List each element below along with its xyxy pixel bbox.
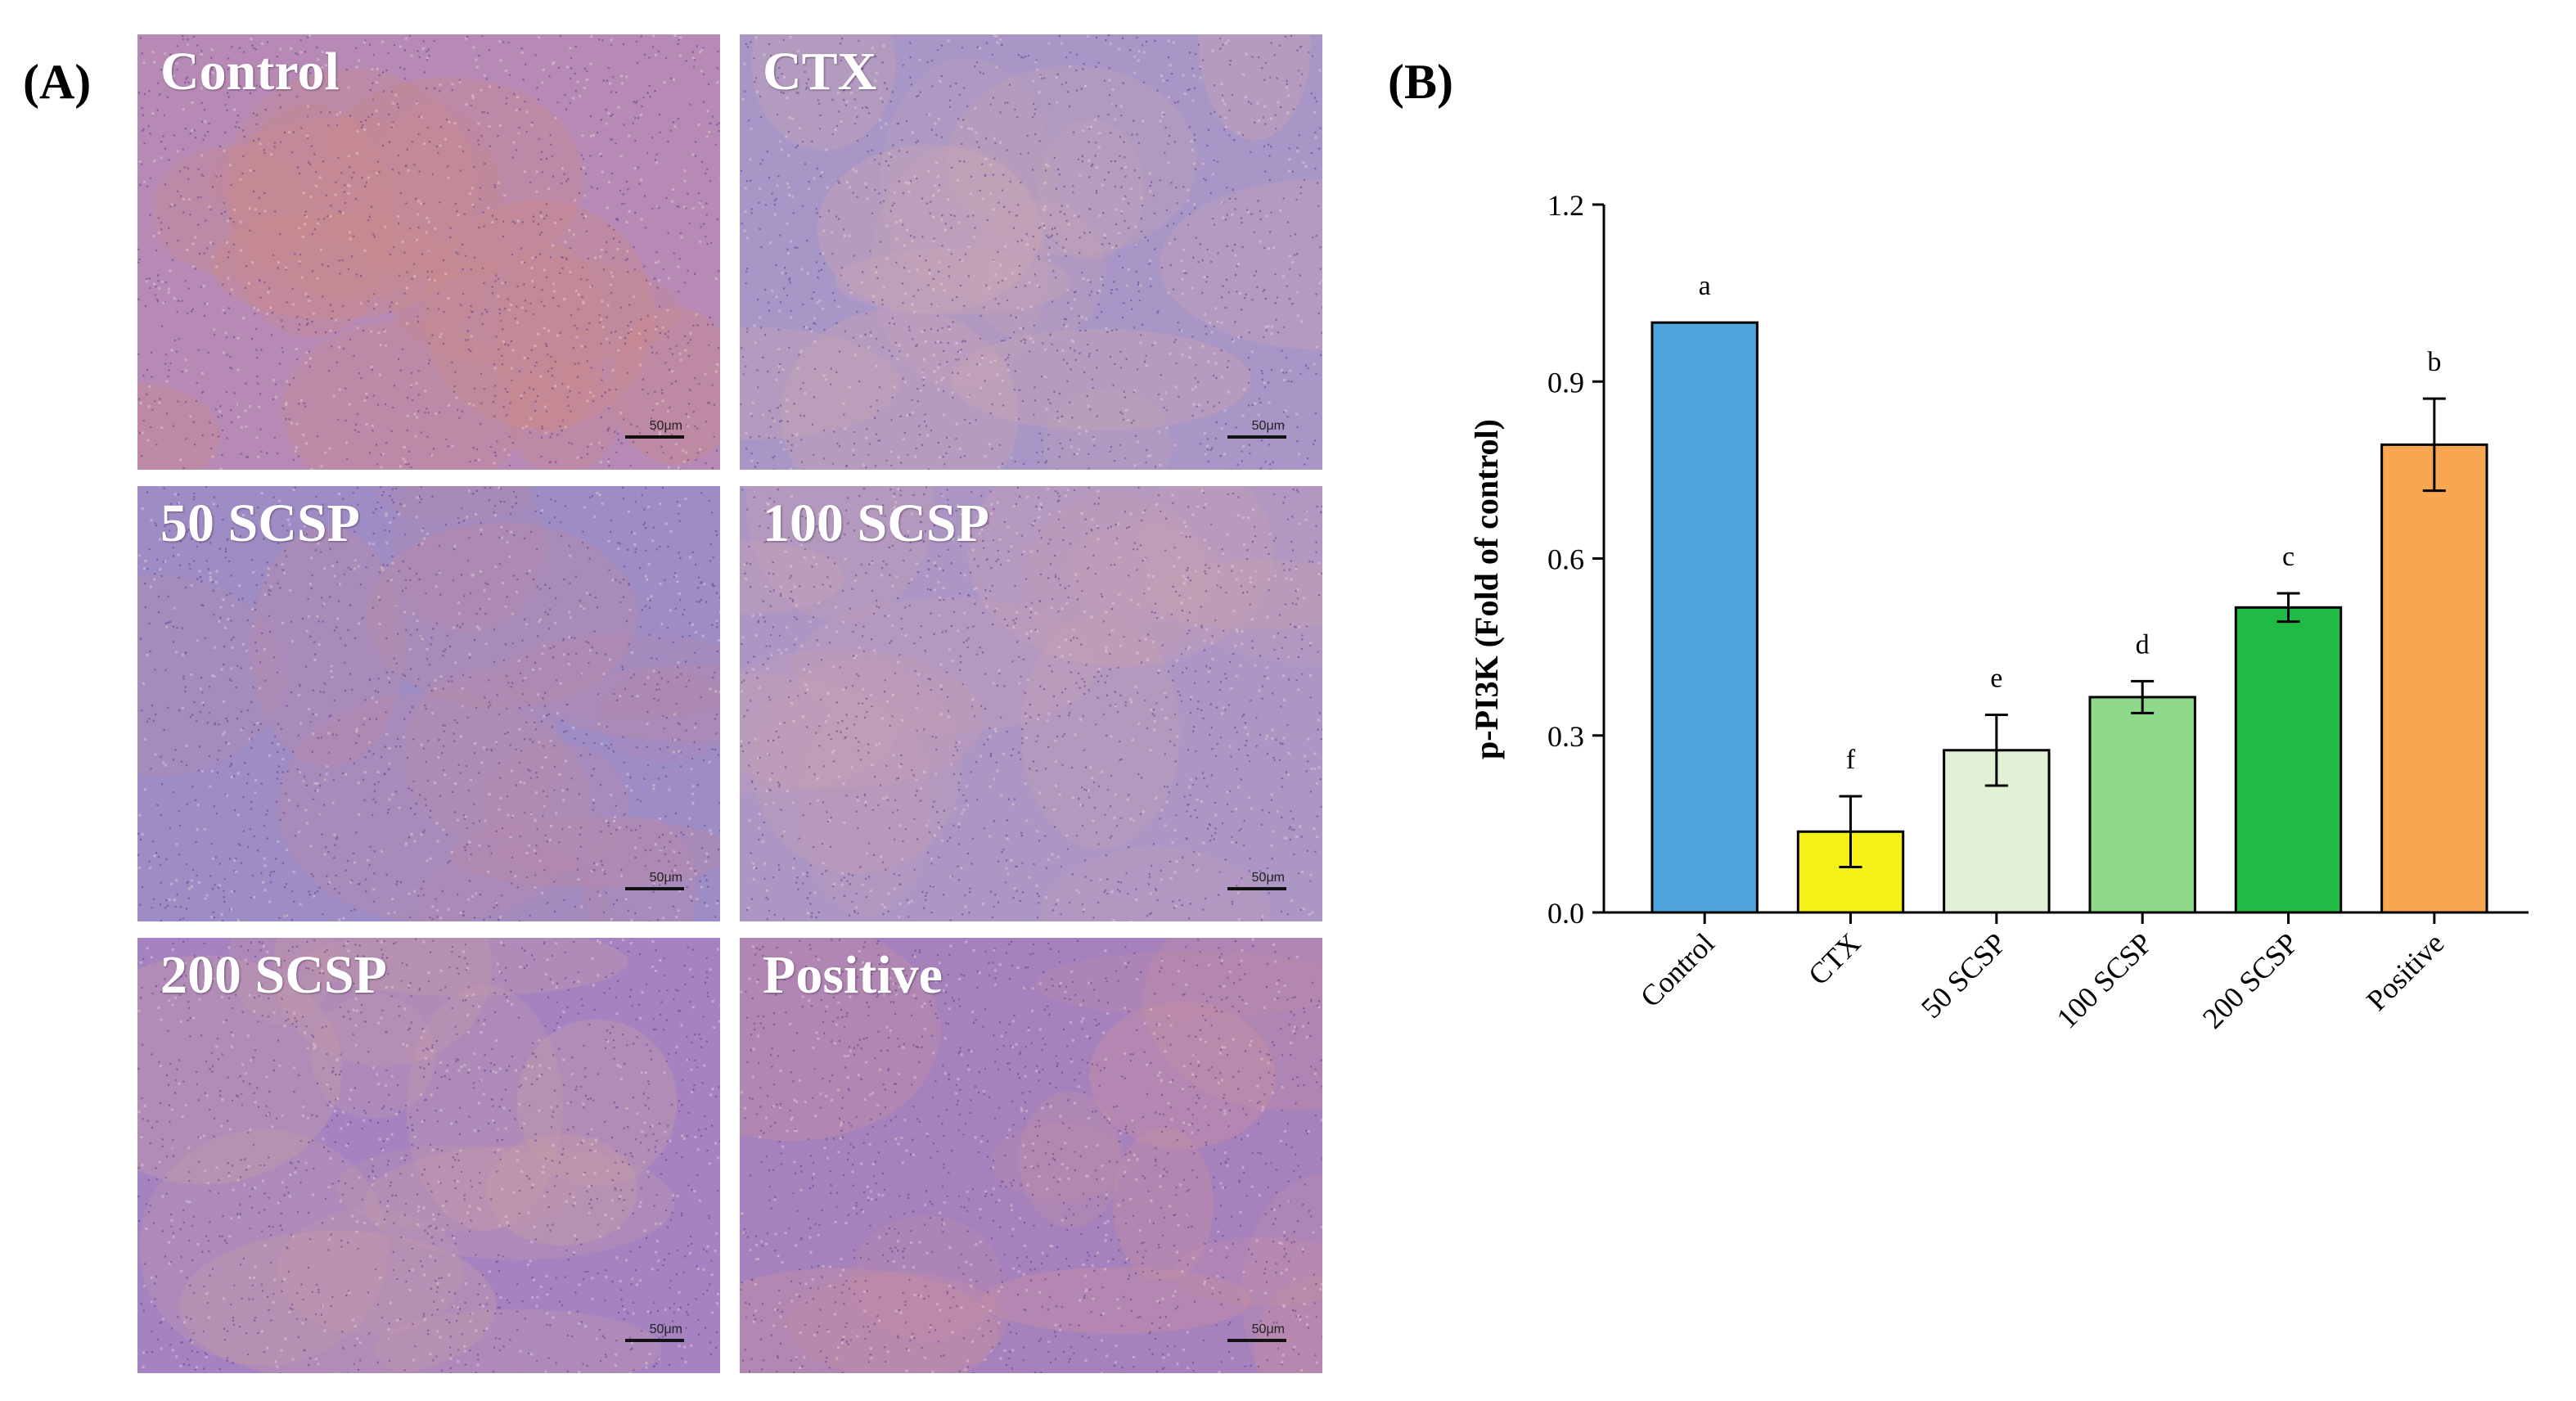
x-tick-label: 200 SCSP xyxy=(2196,926,2304,1034)
significance-letter: d xyxy=(2136,629,2150,660)
micrograph-50-scsp: 50 SCSP 50μm xyxy=(137,486,720,921)
micrograph-200-scsp: 200 SCSP 50μm xyxy=(137,938,720,1373)
y-tick-label: 1.2 xyxy=(1547,189,1584,222)
scale-bar xyxy=(1227,887,1286,890)
x-tick-label: Control xyxy=(1634,926,1721,1013)
micrograph-label: 200 SCSP xyxy=(160,945,387,1005)
micrograph-label: 100 SCSP xyxy=(763,493,989,553)
bar-series: a f e d c b xyxy=(1651,271,2488,914)
micrograph-label: Positive xyxy=(763,945,943,1005)
significance-letter: e xyxy=(1990,664,2002,694)
x-tick-label: 100 SCSP xyxy=(2051,926,2159,1034)
significance-letter: c xyxy=(2282,542,2295,572)
y-axis-label: p-PI3K (Fold of control) xyxy=(1468,419,1505,759)
scale-bar xyxy=(625,887,684,890)
x-tick-label: Positive xyxy=(2360,926,2450,1016)
significance-letter: f xyxy=(1846,745,1856,775)
panel-a-letter: (A) xyxy=(23,55,92,109)
scale-bar-label: 50μm xyxy=(649,1322,682,1336)
scale-bar-label: 50μm xyxy=(649,419,682,433)
tissue-texture xyxy=(137,938,720,1373)
y-axis: 0.0 0.3 0.6 0.9 1.2 xyxy=(1547,189,1605,930)
scale-bar xyxy=(625,1339,684,1342)
tissue-texture xyxy=(137,486,720,921)
p-pi3k-bar-chart: 0.0 0.3 0.6 0.9 1.2 a f e d c b Control CTX 50 SCSP… xyxy=(1468,189,2529,1035)
significance-letter: b xyxy=(2427,347,2441,377)
significance-letter: a xyxy=(1699,271,1711,301)
bar-positive xyxy=(2380,443,2488,914)
micrograph-100-scsp: 100 SCSP 50μm xyxy=(740,486,1322,921)
scale-bar-label: 50μm xyxy=(1251,871,1285,885)
x-tick-label: CTX xyxy=(1802,926,1867,991)
tissue-texture xyxy=(137,34,720,470)
micrograph-control: Control 50μm xyxy=(137,34,720,470)
x-axis: Control CTX 50 SCSP 100 SCSP 200 SCSP Positiv… xyxy=(1604,911,2529,1035)
scale-bar-label: 50μm xyxy=(1251,419,1285,433)
micrograph-label: CTX xyxy=(763,42,877,101)
scale-bar xyxy=(625,435,684,439)
scale-bar xyxy=(1227,1339,1286,1342)
tissue-texture xyxy=(740,486,1322,921)
bar-100-scsp xyxy=(2088,696,2196,914)
y-tick-label: 0.0 xyxy=(1547,897,1584,930)
micrograph-ctx: CTX 50μm xyxy=(740,34,1322,470)
micrograph-label: Control xyxy=(160,42,340,101)
y-tick-label: 0.3 xyxy=(1547,720,1584,753)
scale-bar xyxy=(1227,435,1286,439)
y-tick-label: 0.6 xyxy=(1547,543,1584,576)
micrograph-positive: Positive 50μm xyxy=(740,938,1322,1373)
tissue-texture xyxy=(740,938,1322,1373)
y-tick-label: 0.9 xyxy=(1547,366,1584,399)
bar-control xyxy=(1651,321,1759,914)
tissue-texture xyxy=(740,34,1322,470)
x-tick-label: 50 SCSP xyxy=(1915,926,2013,1025)
panel-b-letter: (B) xyxy=(1388,55,1453,109)
micrograph-label: 50 SCSP xyxy=(160,493,360,553)
scale-bar-label: 50μm xyxy=(649,871,682,885)
bar-200-scsp xyxy=(2234,606,2343,914)
scale-bar-label: 50μm xyxy=(1251,1322,1285,1336)
